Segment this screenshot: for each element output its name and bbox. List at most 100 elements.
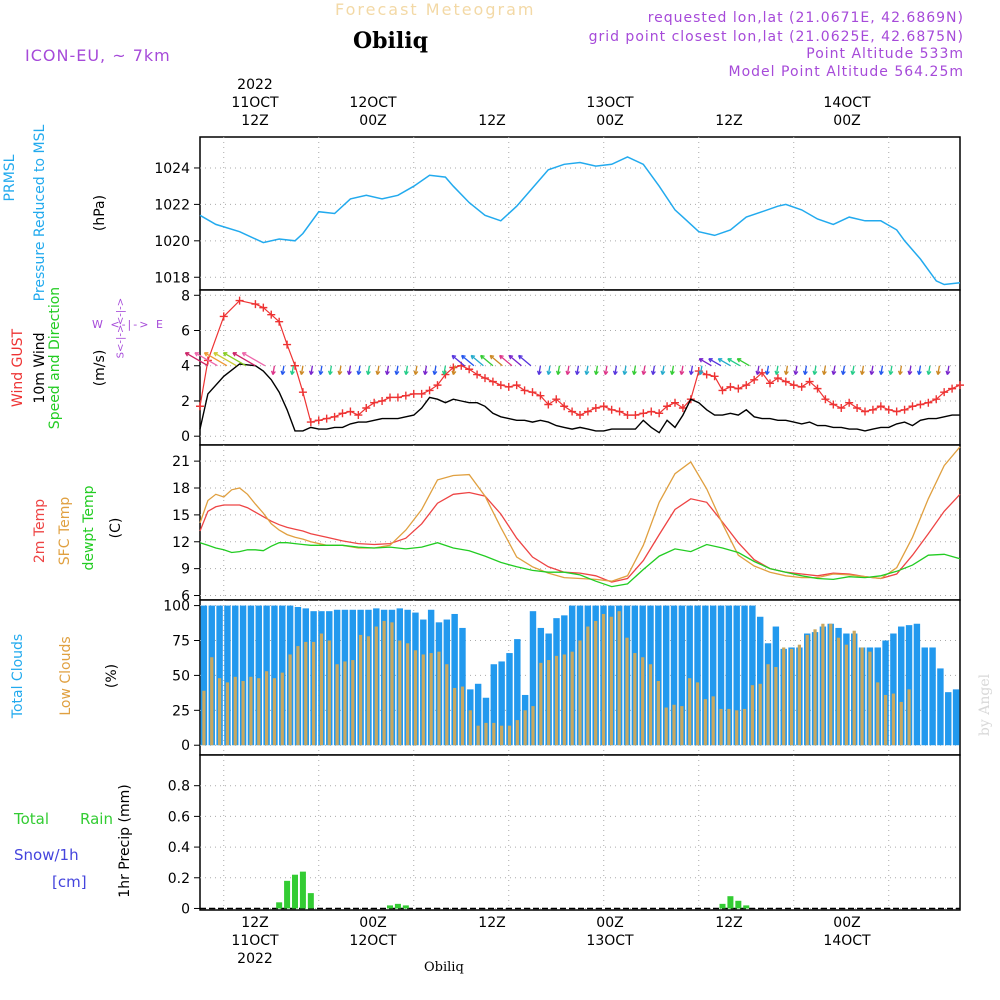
y-tick-label-4-1: 0.2 [168,871,190,887]
total-cloud-bar-35 [474,683,482,746]
low-cloud-bar-35 [476,725,480,746]
y-tick-label-3-4: 100 [163,599,190,615]
low-cloud-bar-9 [272,678,277,746]
total-cloud-bar-62 [686,605,693,746]
gust-marker-67 [750,375,759,384]
low-cloud-bar-73 [774,667,778,746]
gust-marker-42 [552,395,561,404]
bottom-time-label-4: 12Z [715,915,743,931]
wind-direction-arrow [688,365,694,376]
gust-line [199,299,961,423]
low-cloud-bar-0 [202,690,206,746]
wind-direction-arrow [555,365,561,376]
gust-marker-7 [275,317,284,326]
total-cloud-bar-88 [890,633,897,746]
total-cloud-bar-91 [913,623,921,746]
pressure-line [199,156,961,286]
total-cloud-bar-33 [459,627,466,746]
wind-direction-arrow [375,365,381,376]
low-cloud-bar-39 [507,725,512,746]
total-cloud-bar-66 [717,605,725,746]
low-cloud-bar-49 [586,626,590,746]
low-cloud-bar-1 [210,657,214,746]
rain-bar-5 [387,905,393,909]
gust-marker-55 [655,409,664,418]
wind-direction-arrow [289,365,295,376]
y-tick-label-1-4: 8 [181,288,190,304]
wind-direction-arrow [926,365,932,376]
gust-marker-81 [861,407,869,416]
wind-direction-arrow [356,365,362,376]
y-tick-label-1-3: 6 [181,324,190,340]
wind-direction-arrow [413,365,419,376]
wind-direction-arrow [727,358,741,367]
low-cloud-bar-65 [711,696,715,746]
wind-direction-arrow [318,365,324,376]
gust-marker-19 [370,398,379,407]
wind-direction-arrow [365,365,371,376]
wind-direction-arrow [897,365,903,376]
low-cloud-bar-51 [601,613,606,746]
low-cloud-bar-29 [429,653,433,746]
wind-direction-arrow [888,365,894,376]
wind-direction-arrow [422,365,428,376]
wind-direction-arrow [480,354,494,367]
wind-direction-arrow [793,365,799,376]
gust-marker-20 [378,396,387,405]
total-cloud-bar-9 [271,605,278,746]
gust-marker-77 [829,400,838,409]
low-cloud-bar-75 [789,648,794,746]
top-time-label-3: 13OCT 00Z [586,95,634,129]
wind-direction-arrow [935,365,941,376]
y-tick-label-1-2: 4 [181,359,190,375]
gust-marker-3 [235,296,244,305]
low-cloud-bar-41 [523,710,527,746]
gust-marker-43 [560,402,569,411]
gust-marker-32 [473,370,482,379]
low-cloud-bar-77 [805,634,809,746]
y-tick-label-2-4: 18 [172,481,190,497]
wind-direction-arrow [802,365,808,376]
total-cloud-bar-4 [232,605,239,746]
gust-marker-22 [393,393,402,402]
gust-marker-12 [314,416,323,425]
total-cloud-bar-87 [882,640,889,746]
gust-marker-73 [797,382,806,391]
y-tick-label-2-1: 9 [181,562,190,578]
low-cloud-bar-6 [249,676,253,746]
bottom-time-label-0: 12Z 11OCT 2022 [231,915,279,967]
low-cloud-bar-78 [813,629,817,746]
total-cloud-bar-7 [255,605,262,746]
wind-direction-arrow [270,365,276,376]
gust-marker-27 [433,381,442,390]
wind-direction-arrow [536,365,542,376]
model-point-altitude: Model Point Altitude 564.25m [728,64,964,80]
gust-marker-61 [702,370,711,379]
wind-direction-arrow [755,365,761,376]
footer-station: Obiliq [424,960,464,975]
low-cloud-bar-11 [288,654,292,746]
gust-marker-9 [291,361,299,370]
total-cloud-bar-39 [506,653,513,746]
panel-frame-0 [199,136,961,291]
gust-marker-37 [512,381,521,390]
product-title: Forecast Meteogram [335,0,536,19]
wind-direction-arrow [603,365,609,376]
wind-direction-arrow [299,365,305,376]
low-cloud-bar-33 [460,686,465,746]
low-cloud-bar-66 [719,708,723,746]
gust-marker-71 [781,377,790,386]
low-cloud-bar-46 [562,654,566,746]
gust-marker-31 [465,365,474,374]
y-tick-label-4-2: 0.4 [168,840,190,856]
low-cloud-bar-19 [351,660,355,746]
low-cloud-bar-76 [797,644,801,746]
gust-marker-14 [330,412,339,421]
y-tick-label-3-1: 25 [172,703,190,719]
gust-marker-63 [718,386,727,395]
low-cloud-bar-36 [484,722,488,746]
low-cloud-bar-63 [695,682,700,746]
y-tick-label-4-4: 0.8 [168,779,190,795]
gust-marker-92 [948,384,957,393]
gust-marker-44 [568,407,577,416]
